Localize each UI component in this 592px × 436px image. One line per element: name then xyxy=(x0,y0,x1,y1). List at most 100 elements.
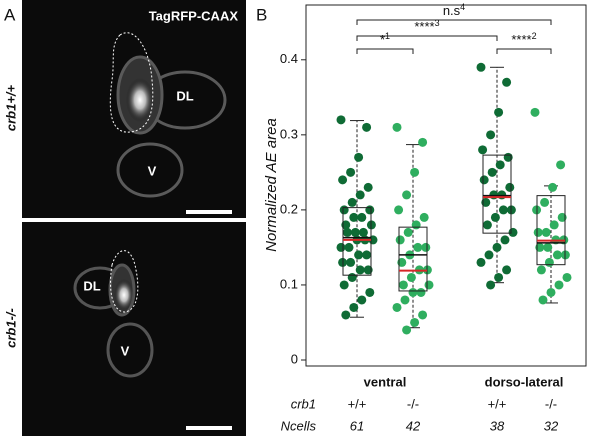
point xyxy=(341,310,351,320)
cell-label: V xyxy=(121,343,130,358)
y-tick-label: 0.3 xyxy=(280,126,298,141)
point xyxy=(557,212,567,222)
genotype-label: crb1+/+ xyxy=(3,84,18,131)
region-label: ventral xyxy=(364,374,407,389)
point xyxy=(498,205,508,215)
point xyxy=(355,265,365,275)
point xyxy=(392,122,402,132)
significance-mark: **** xyxy=(511,32,531,47)
point xyxy=(339,280,349,290)
y-tick-label: 0.4 xyxy=(280,51,298,66)
point xyxy=(339,205,349,215)
cell-glow xyxy=(126,78,154,122)
cell-glow xyxy=(114,279,134,311)
bracket xyxy=(356,48,414,54)
point xyxy=(398,280,408,290)
cell-label: DL xyxy=(83,278,100,293)
point xyxy=(395,235,405,245)
point xyxy=(540,197,550,207)
point xyxy=(355,190,365,200)
significance-index: 4 xyxy=(460,2,465,12)
genotype-label: crb1-/- xyxy=(3,308,18,348)
point xyxy=(500,235,510,245)
bracket xyxy=(496,48,552,54)
point xyxy=(365,205,375,215)
image-bottom xyxy=(22,222,246,436)
point xyxy=(535,242,545,252)
point xyxy=(349,302,359,312)
point xyxy=(487,167,497,177)
point xyxy=(392,302,402,312)
point xyxy=(418,137,428,147)
point xyxy=(342,227,352,237)
point xyxy=(546,287,556,297)
point xyxy=(536,265,546,275)
point xyxy=(350,227,360,237)
point xyxy=(400,295,410,305)
point xyxy=(541,227,551,237)
point xyxy=(495,160,505,170)
point xyxy=(410,317,420,327)
point xyxy=(476,62,486,72)
point xyxy=(413,242,423,252)
point xyxy=(411,220,421,230)
point xyxy=(365,287,375,297)
point xyxy=(362,250,372,260)
point xyxy=(494,107,504,117)
point xyxy=(502,265,512,275)
point xyxy=(543,242,553,252)
point xyxy=(479,175,489,185)
box xyxy=(342,207,372,276)
y-tick-label: 0.1 xyxy=(280,276,298,291)
point xyxy=(424,280,434,290)
point xyxy=(408,287,418,297)
outline xyxy=(110,250,139,313)
point xyxy=(533,227,543,237)
point xyxy=(357,212,367,222)
point xyxy=(402,325,412,335)
point xyxy=(349,212,359,222)
significance: ****3 xyxy=(414,18,439,34)
region-label: dorso-lateral xyxy=(485,374,564,389)
point xyxy=(362,122,372,132)
row-label: Ncells xyxy=(281,418,317,433)
point xyxy=(394,205,404,215)
point xyxy=(346,257,356,267)
point xyxy=(486,130,496,140)
point xyxy=(338,175,348,185)
point xyxy=(505,182,515,192)
box xyxy=(398,226,428,292)
point xyxy=(494,272,504,282)
cell-count: 42 xyxy=(406,418,421,433)
cell-count: 38 xyxy=(490,418,505,433)
significance-mark: * xyxy=(380,32,385,47)
panel-label: A xyxy=(4,5,16,24)
point xyxy=(419,212,429,222)
significance: ****2 xyxy=(511,31,536,47)
box xyxy=(482,154,512,234)
genotype: +/+ xyxy=(488,396,507,411)
point xyxy=(492,242,502,252)
point xyxy=(484,250,494,260)
significance-index: 3 xyxy=(435,18,440,28)
outline xyxy=(109,32,154,133)
point xyxy=(346,167,356,177)
cell-count: 32 xyxy=(544,418,559,433)
point xyxy=(478,145,488,155)
point xyxy=(402,190,412,200)
point xyxy=(344,242,354,252)
significance-index: 1 xyxy=(385,31,390,41)
point xyxy=(363,182,373,192)
point xyxy=(481,197,491,207)
point xyxy=(347,272,357,282)
point xyxy=(358,227,368,237)
y-tick-label: 0.2 xyxy=(280,201,298,216)
point xyxy=(357,295,367,305)
panel-a: A TagRFP-CAAX DL V DL V crb1+/+ crb1-/- xyxy=(3,0,246,436)
point xyxy=(490,212,500,222)
point xyxy=(562,272,572,282)
point xyxy=(508,227,518,237)
point xyxy=(544,257,554,267)
point xyxy=(336,115,346,125)
point xyxy=(548,182,558,192)
